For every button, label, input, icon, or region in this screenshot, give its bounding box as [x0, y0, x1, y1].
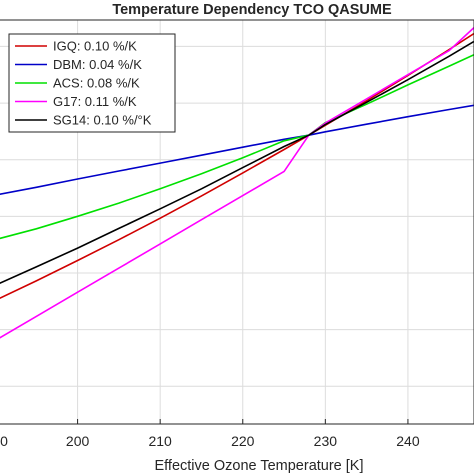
series-lines — [0, 27, 474, 339]
x-tick-label-partial: 0 — [0, 433, 8, 449]
legend-entry: SG14: 0.10 %/°K — [53, 113, 152, 128]
legend-entry: DBM: 0.04 %/K — [53, 57, 142, 72]
x-tick-label: 240 — [396, 433, 420, 449]
chart-title: Temperature Dependency TCO QASUME — [112, 2, 392, 18]
x-tick-label: 200 — [66, 433, 90, 449]
legend: IGQ: 0.10 %/K DBM: 0.04 %/K ACS: 0.08 %/K G… — [8, 33, 176, 133]
plot-frame — [0, 19, 474, 425]
series-line — [0, 32, 474, 300]
x-tick-label: 220 — [231, 433, 255, 449]
x-tick-labels: 200 210 220 230 240 0 — [0, 419, 420, 449]
series-line — [0, 104, 474, 196]
legend-entry: ACS: 0.08 %/K — [53, 76, 140, 91]
legend-entry: IGQ: 0.10 %/K — [53, 39, 137, 54]
x-tick-label: 210 — [148, 433, 172, 449]
series-line — [0, 27, 474, 339]
x-tick-label: 230 — [314, 433, 338, 449]
series-line — [0, 40, 474, 285]
x-axis-label: Effective Ozone Temperature [K] — [154, 458, 363, 474]
legend-entry: G17: 0.11 %/K — [53, 94, 137, 109]
series-line — [0, 53, 474, 240]
